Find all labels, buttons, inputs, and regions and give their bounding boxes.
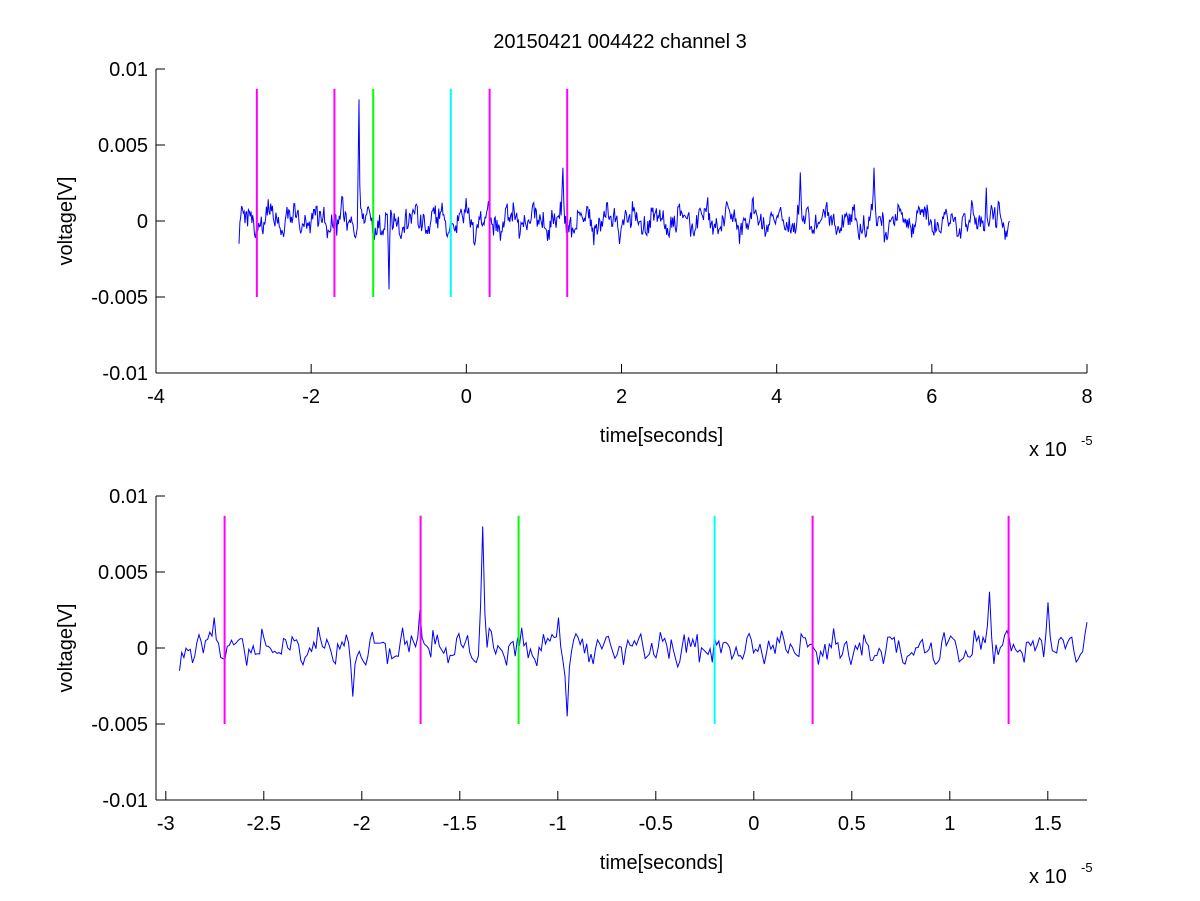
y-tick-label: -0.01 <box>102 790 148 812</box>
x-tick-label: 4 <box>771 386 782 408</box>
x-tick-label: 0 <box>461 386 472 408</box>
y-tick-label: 0.01 <box>109 59 148 81</box>
top-axes: -0.01 -0.005 0 0.005 0.01 -4 -2 0 2 4 6 8 time[secon… <box>55 59 1093 461</box>
signal-trace <box>179 526 1088 717</box>
x-tick-label: -0.5 <box>639 813 673 835</box>
x-tick-label: -4 <box>147 386 165 408</box>
bottom-axes: -0.01 -0.005 0 0.005 0.01 -3 -2.5 -2 -1.5 -1 -0.5 0… <box>55 486 1093 888</box>
y-tick-label: 0.01 <box>109 486 148 508</box>
x-axis-title: time[seconds] <box>600 852 723 874</box>
x-tick-label: 2 <box>616 386 627 408</box>
y-tick-label: 0.005 <box>98 562 148 584</box>
x-tick-label: -2 <box>302 386 320 408</box>
y-tick-label: -0.005 <box>91 714 148 736</box>
signal-trace <box>238 99 1010 290</box>
figure-title: 20150421 004422 channel 3 <box>493 31 747 53</box>
y-axis-title: voltage[V] <box>55 604 77 693</box>
y-tick-label: 0 <box>137 638 148 660</box>
x-tick-label: 1 <box>944 813 955 835</box>
x-tick-label: 1.5 <box>1034 813 1062 835</box>
x-tick-label: -2 <box>353 813 371 835</box>
x-tick-label: -2.5 <box>247 813 281 835</box>
y-tick-label: 0.005 <box>98 135 148 157</box>
x-tick-label: 0 <box>748 813 759 835</box>
x-exponent-power: -5 <box>1081 860 1093 875</box>
x-tick-label: -1.5 <box>443 813 477 835</box>
x-tick-label: 8 <box>1081 386 1092 408</box>
x-exponent-power: -5 <box>1081 433 1093 448</box>
x-exponent-label: x 10 <box>1029 866 1067 888</box>
x-tick-label: -3 <box>157 813 175 835</box>
x-tick-label: 6 <box>926 386 937 408</box>
x-axis-title: time[seconds] <box>600 425 723 447</box>
y-tick-label: -0.005 <box>91 287 148 309</box>
x-tick-label: 0.5 <box>838 813 866 835</box>
y-tick-label: 0 <box>137 211 148 233</box>
y-tick-label: -0.01 <box>102 363 148 385</box>
y-axis-title: voltage[V] <box>55 177 77 266</box>
x-tick-label: -1 <box>549 813 567 835</box>
x-exponent-label: x 10 <box>1029 439 1067 461</box>
